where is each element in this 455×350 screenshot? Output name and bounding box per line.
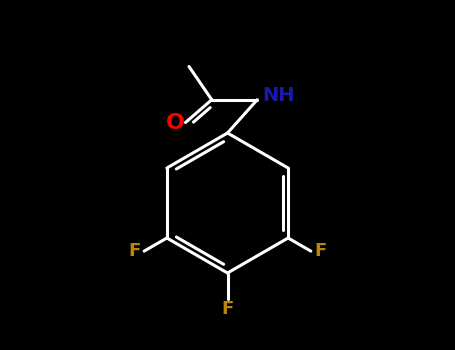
Text: F: F xyxy=(314,242,327,260)
Text: F: F xyxy=(128,242,141,260)
Text: NH: NH xyxy=(263,86,295,105)
Text: F: F xyxy=(222,300,233,318)
Text: O: O xyxy=(166,112,185,133)
